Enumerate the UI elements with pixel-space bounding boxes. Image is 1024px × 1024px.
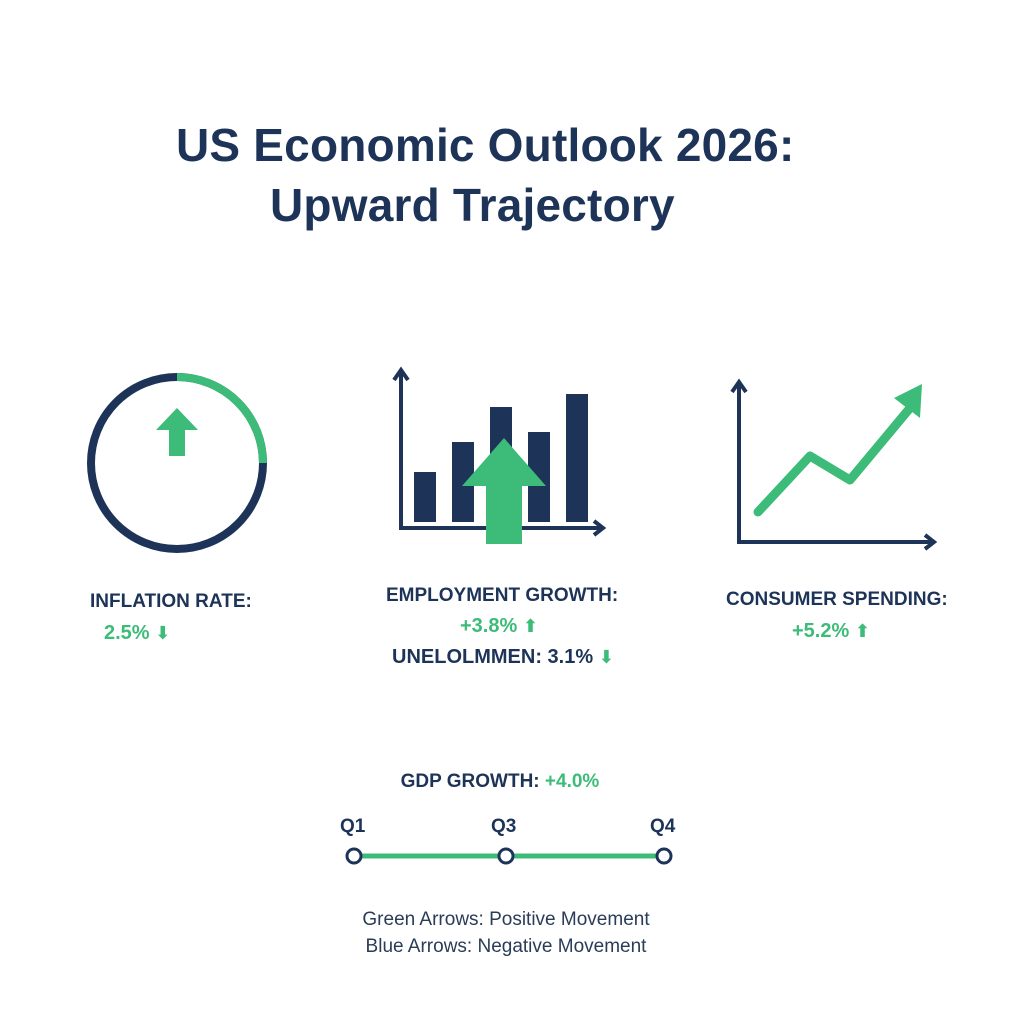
- employment-value: +3.8%: [460, 615, 518, 637]
- legend-negative: Blue Arrows: Negative Movement: [365, 936, 647, 957]
- gdp-growth-label: GDP GROWTH: +4.0%: [300, 771, 700, 793]
- arrow-up-icon: ⬆: [522, 616, 538, 636]
- inflation-label: INFLATION RATE:: [90, 591, 252, 612]
- arrow-down-icon: ⬇: [155, 623, 171, 643]
- title-line-1: US Economic Outlook 2026:: [176, 119, 795, 171]
- gdp-timeline: [345, 847, 673, 865]
- consumer-value-row: +5.2% ⬆: [792, 620, 870, 643]
- bar-chart-up-arrow-icon: [392, 366, 607, 544]
- gauge-up-arrow-icon: [87, 373, 267, 553]
- employment-label: EMPLOYMENT GROWTH:: [386, 585, 619, 606]
- consumer-value: +5.2%: [792, 620, 850, 642]
- timeline-node-q3: [497, 847, 515, 865]
- quarter-label-q1: Q1: [340, 816, 366, 837]
- quarter-label-q4: Q4: [650, 816, 676, 837]
- gdp-value: +4.0%: [544, 771, 600, 792]
- inflation-value-row: 2.5% ⬇: [104, 622, 170, 645]
- arrow-up-icon: ⬆: [854, 621, 870, 641]
- employment-value-row: +3.8% ⬆: [460, 615, 538, 638]
- unemployment-label: UNELOLMMEN:: [392, 646, 542, 668]
- consumer-label: CONSUMER SPENDING:: [726, 589, 948, 610]
- line-chart-trend-up-icon: [730, 378, 938, 551]
- inflation-value: 2.5%: [104, 622, 150, 644]
- quarter-label-q3: Q3: [491, 816, 517, 837]
- timeline-node-q4: [655, 847, 673, 865]
- unemployment-value: 3.1%: [547, 646, 594, 668]
- legend-positive: Green Arrows: Positive Movement: [362, 909, 650, 930]
- timeline-node-q1: [345, 847, 363, 865]
- gdp-label-text: GDP GROWTH:: [400, 771, 540, 792]
- arrow-down-icon: ⬇: [598, 647, 614, 667]
- title-line-2: Upward Trajectory: [270, 179, 675, 231]
- unemployment-row: UNELOLMMEN: 3.1% ⬇: [392, 646, 614, 669]
